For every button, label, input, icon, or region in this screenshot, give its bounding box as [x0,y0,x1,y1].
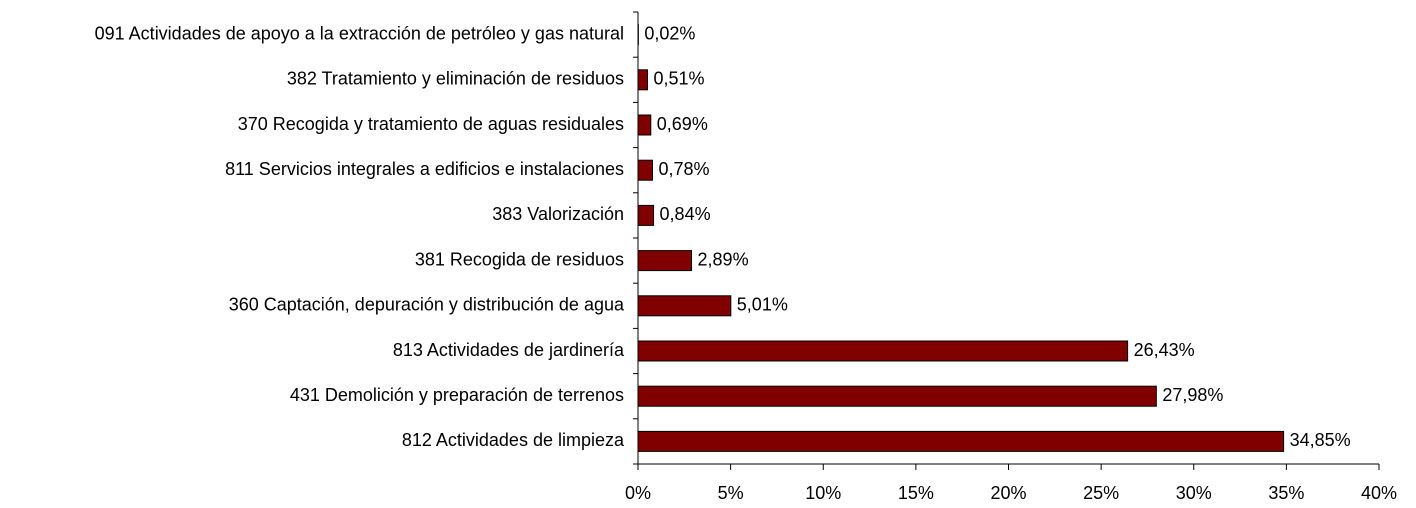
x-tick-label: 35% [1268,483,1304,503]
y-tick-label: 431 Demolición y preparación de terrenos [290,385,624,405]
x-tick-label: 10% [805,483,841,503]
value-label: 26,43% [1134,340,1195,360]
y-tick-label: 383 Valorización [492,204,624,224]
x-tick-label: 25% [1083,483,1119,503]
x-tick-label: 0% [625,483,651,503]
value-label: 34,85% [1290,430,1351,450]
y-tick-label: 382 Tratamiento y eliminación de residuo… [287,69,624,89]
value-label: 2,89% [698,249,749,269]
bar [637,385,1157,407]
bar [637,69,648,91]
y-tick-label: 370 Recogida y tratamiento de aguas resi… [238,114,624,134]
value-label: 0,78% [658,159,709,179]
bar [637,250,693,272]
value-label: 0,51% [653,69,704,89]
y-tick-label: 811 Servicios integrales a edificios e i… [225,159,624,179]
y-tick-label: 381 Recogida de residuos [415,249,624,269]
value-label: 0,69% [657,114,708,134]
bar [637,295,732,317]
x-tick-label: 30% [1176,483,1212,503]
value-label: 0,84% [660,204,711,224]
y-tick-label: 812 Actividades de limpieza [402,430,625,450]
value-label: 0,02% [644,23,695,43]
y-tick-label: 813 Actividades de jardinería [393,340,625,360]
bar [637,114,652,136]
value-label: 5,01% [737,295,788,315]
bar [637,204,655,226]
y-tick-label: 360 Captación, depuración y distribución… [229,295,625,315]
x-tick-label: 20% [990,483,1026,503]
y-tick-label: 091 Actividades de apoyo a la extracción… [95,23,624,43]
bar [637,159,653,181]
value-label: 27,98% [1162,385,1223,405]
x-tick-label: 40% [1361,483,1397,503]
bar [637,430,1285,452]
x-tick-label: 15% [898,483,934,503]
x-tick-label: 5% [718,483,744,503]
bar [637,340,1129,362]
